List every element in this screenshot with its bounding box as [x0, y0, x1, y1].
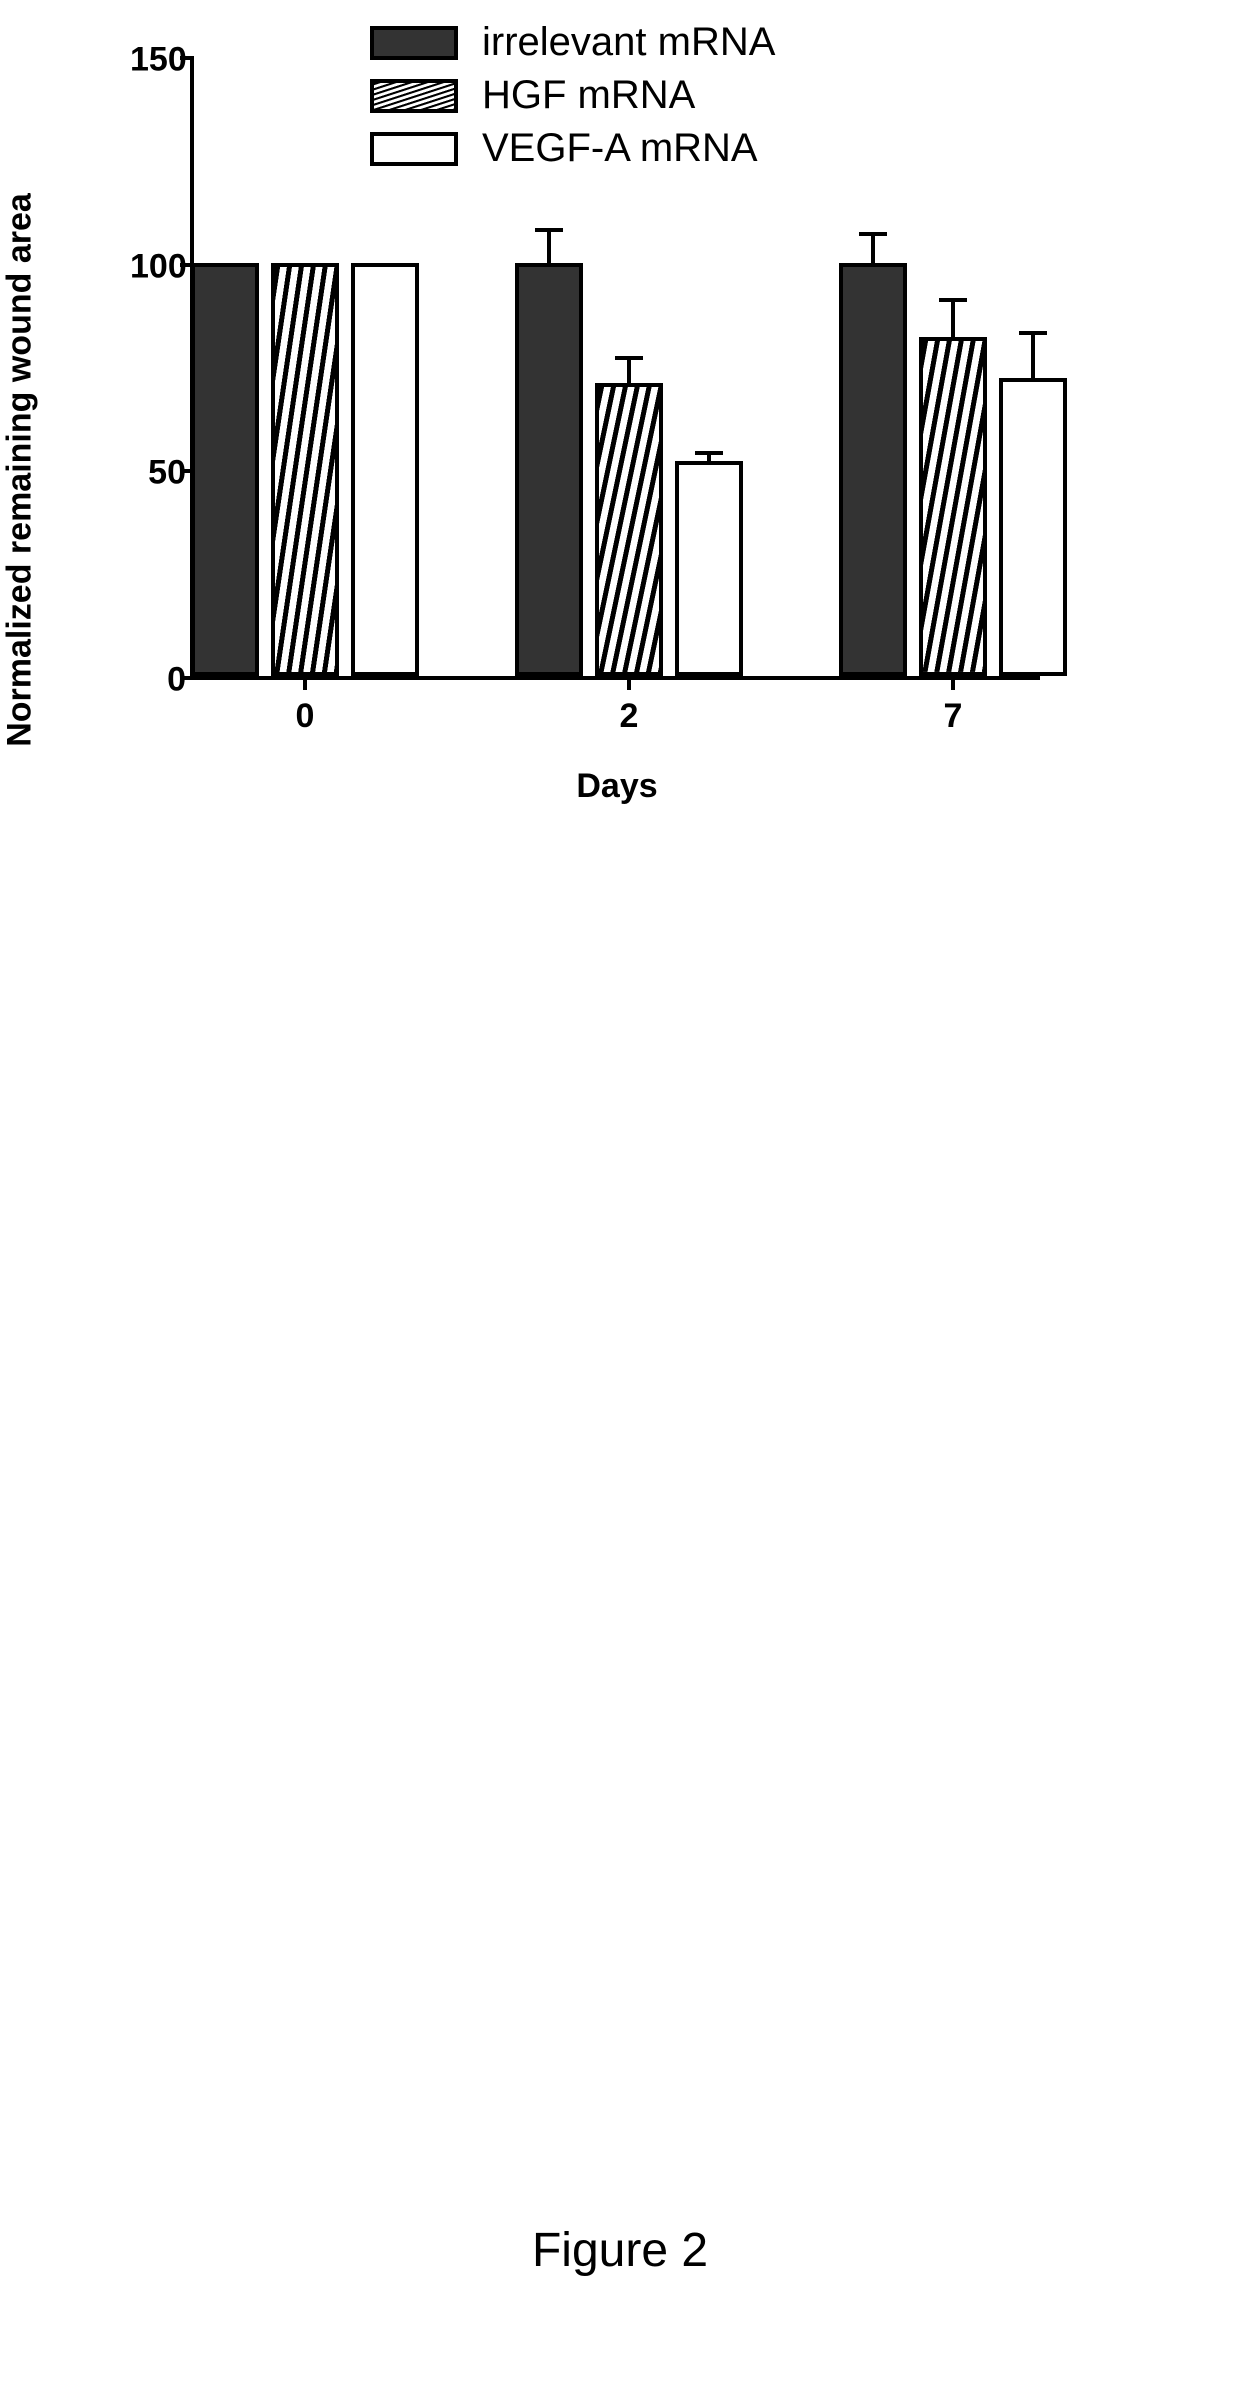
y-axis-label: Normalized remaining wound area: [1, 193, 40, 747]
legend-label: irrelevant mRNA: [482, 20, 775, 65]
bar: [999, 378, 1067, 676]
error-bar-cap: [1019, 331, 1047, 335]
x-tick-mark: [303, 676, 307, 690]
y-tick-label: 0: [130, 661, 186, 700]
bar: [675, 461, 743, 676]
page: irrelevant mRNAHGF mRNAVEGF-A mRNA Norma…: [0, 0, 1240, 2398]
x-axis-label: Days: [576, 767, 657, 806]
error-bar-cap: [695, 451, 723, 455]
bar: [919, 337, 987, 676]
bar: [839, 263, 907, 676]
x-tick-label: 2: [620, 697, 639, 736]
x-tick-mark: [627, 676, 631, 690]
x-tick-mark: [951, 676, 955, 690]
y-tick-label: 50: [130, 454, 186, 493]
y-tick-label: 150: [130, 41, 186, 80]
error-bar-cap: [535, 228, 563, 232]
bar: [595, 383, 663, 676]
bar: [351, 263, 419, 676]
bar-chart: irrelevant mRNAHGF mRNAVEGF-A mRNA Norma…: [40, 20, 1090, 920]
y-tick-mark: [180, 56, 194, 60]
y-tick-mark: [180, 676, 194, 680]
bar: [191, 263, 259, 676]
error-bar-cap: [615, 356, 643, 360]
error-bar: [951, 300, 955, 337]
bar: [271, 263, 339, 676]
y-tick-label: 100: [130, 247, 186, 286]
plot-area: Days 050100150027: [190, 60, 1040, 680]
error-bar: [871, 234, 875, 263]
error-bar: [627, 358, 631, 383]
error-bar: [547, 230, 551, 263]
legend-swatch: [370, 26, 458, 60]
bar: [515, 263, 583, 676]
figure-caption: Figure 2: [532, 2223, 708, 2278]
x-tick-label: 7: [944, 697, 963, 736]
error-bar-cap: [859, 232, 887, 236]
error-bar: [1031, 333, 1035, 378]
error-bar-cap: [939, 298, 967, 302]
x-tick-label: 0: [296, 697, 315, 736]
legend-item: irrelevant mRNA: [370, 20, 775, 65]
